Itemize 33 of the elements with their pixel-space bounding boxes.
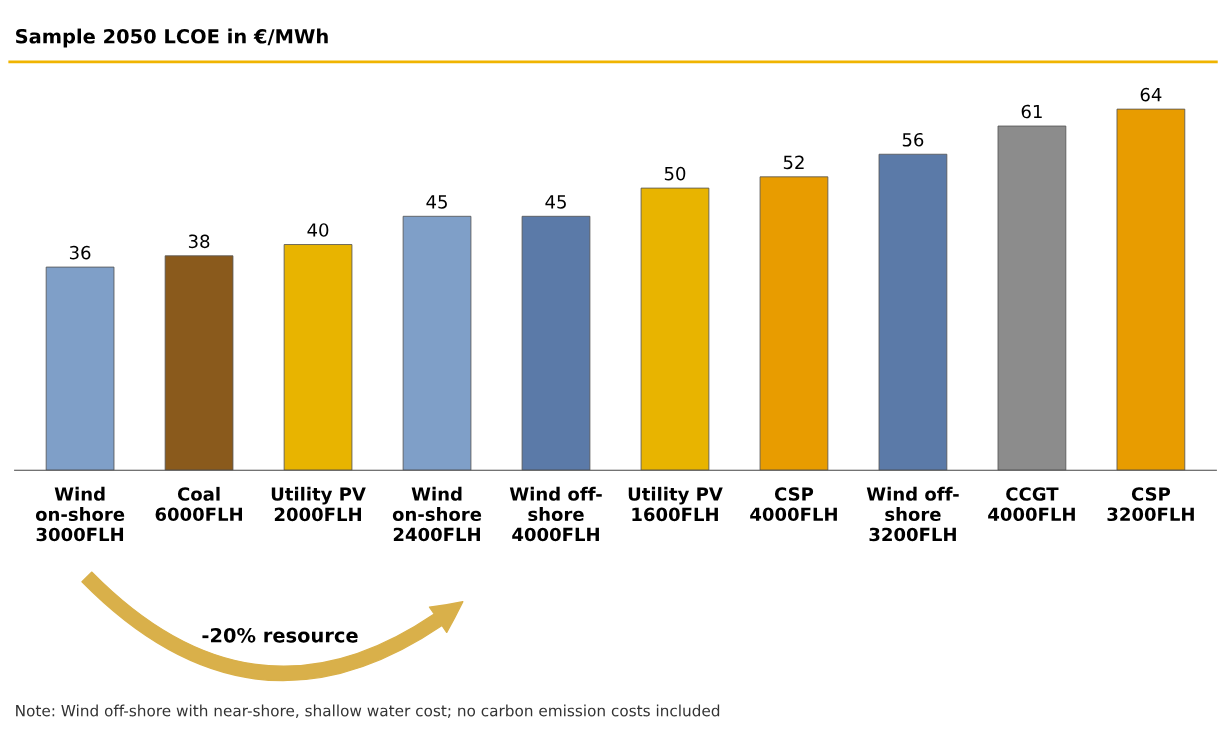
x-tick-label: Coal 6000FLH	[155, 486, 242, 522]
data-label: 56	[902, 132, 924, 147]
x-tick-label: CSP 3200FLH	[1107, 487, 1194, 522]
bar	[1116, 108, 1186, 471]
bar	[283, 244, 353, 471]
x-tick-label: Wind on-shore 3000FLH	[35, 486, 125, 542]
bar	[640, 187, 710, 471]
bar	[878, 153, 948, 471]
data-label: 61	[1021, 104, 1042, 119]
bar	[997, 125, 1067, 471]
bar	[164, 255, 234, 471]
x-tick-label: CCGT 4000FLH	[988, 487, 1075, 522]
x-tick-label: Wind off- shore 3200FLH	[866, 486, 959, 542]
x-tick-label: Wind off- shore 4000FLH	[509, 486, 602, 542]
x-tick-label: CSP 4000FLH	[750, 487, 837, 522]
data-label: 36	[69, 245, 91, 260]
data-label: 40	[307, 223, 329, 237]
bar	[759, 176, 829, 471]
data-label: 64	[1140, 87, 1162, 102]
bar	[45, 266, 115, 471]
text: Note: Wind off-shore with near-shore, shallow water cost; no carbon emission costs included	[16, 704, 720, 718]
data-label: 50	[664, 166, 686, 181]
x-tick-label: Wind on-shore 2400FLH	[392, 486, 482, 542]
data-label: 45	[545, 195, 566, 209]
bar	[521, 215, 591, 471]
data-label: 45	[426, 195, 447, 209]
bar	[402, 215, 472, 471]
data-label: 52	[783, 155, 804, 170]
text: -20% resource	[202, 627, 358, 643]
chart-title: Sample 2050 LCOE in €/MWh	[16, 28, 328, 48]
x-tick-label: Utility PV 2000FLH	[271, 486, 366, 522]
data-label: 38	[188, 234, 210, 249]
x-tick-label: Utility PV 1600FLH	[628, 486, 723, 522]
